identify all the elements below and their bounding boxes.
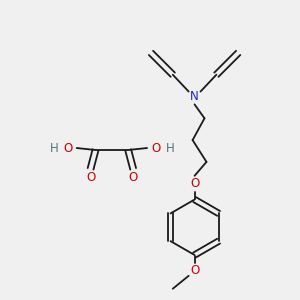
Text: O: O [63,142,72,154]
Text: H: H [50,142,58,154]
Text: O: O [86,171,95,184]
Text: O: O [190,177,199,190]
Text: N: N [190,90,199,103]
Text: O: O [151,142,160,154]
Text: H: H [165,142,174,154]
Text: O: O [190,264,199,278]
Text: O: O [128,171,138,184]
